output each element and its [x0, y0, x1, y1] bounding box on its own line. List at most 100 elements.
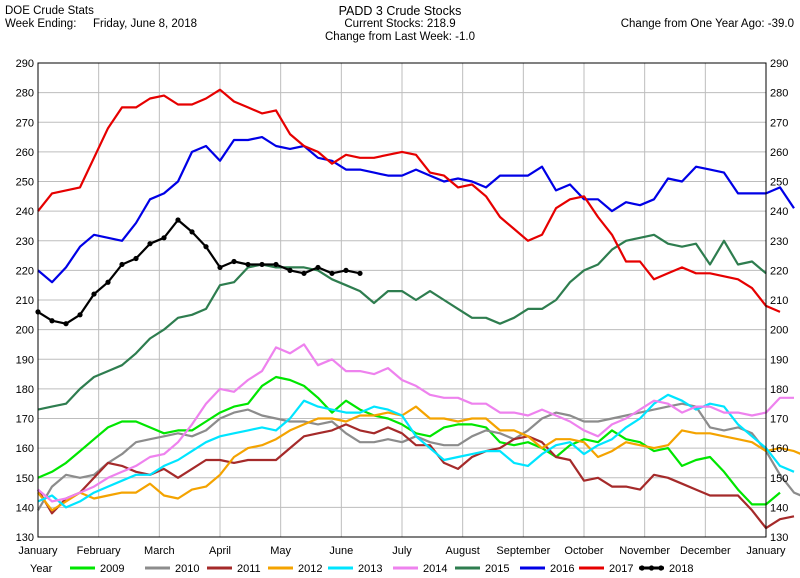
- y-tick-right-170: 170: [770, 414, 788, 426]
- series-line-2010: [37, 402, 800, 511]
- point-2018-12: [203, 244, 209, 250]
- point-2018-23: [357, 270, 363, 276]
- point-2018-7: [133, 255, 139, 262]
- y-tick-right-200: 200: [770, 325, 788, 337]
- x-tick-0: January: [18, 545, 58, 557]
- y-tick-left-190: 190: [16, 354, 34, 366]
- point-2018-4: [91, 291, 97, 297]
- legend: Year 2009 2010 2011 2012 2013 2014 2015 2016 2017…: [30, 563, 693, 575]
- y-tick-left-150: 150: [16, 473, 34, 485]
- y-tick-right-270: 270: [770, 117, 788, 129]
- point-2018-6: [119, 261, 125, 268]
- y-tick-left-250: 250: [16, 177, 34, 189]
- week-ending: Week Ending: Friday, June 8, 2018: [5, 18, 197, 31]
- series-line-2018: [37, 218, 361, 325]
- legend-label-2013: 2013: [358, 563, 382, 575]
- y-tick-right-190: 190: [770, 354, 788, 366]
- legend-label-2012: 2012: [298, 563, 322, 575]
- legend-label-2017: 2017: [609, 563, 633, 575]
- legend-label-2009: 2009: [100, 563, 124, 575]
- x-tick-5: June: [329, 545, 353, 557]
- week-ending-value: Friday, June 8, 2018: [93, 18, 197, 30]
- x-tick-10: November: [619, 545, 670, 557]
- series-line-2016: [37, 136, 795, 284]
- chart-grid: [38, 62, 766, 538]
- y-tick-right-180: 180: [770, 384, 788, 396]
- y-tick-right-260: 260: [770, 147, 788, 159]
- y-tick-left-160: 160: [16, 443, 34, 455]
- point-2018-19: [301, 270, 307, 276]
- y-tick-left-230: 230: [16, 236, 34, 248]
- series-line-2013: [37, 393, 795, 509]
- y-tick-right-150: 150: [770, 473, 788, 485]
- header-left: DOE Crude Stats Week Ending: Friday, June…: [5, 5, 197, 31]
- y-tick-right-230: 230: [770, 236, 788, 248]
- week-ending-label: Week Ending:: [5, 18, 77, 30]
- y-tick-left-180: 180: [16, 384, 34, 396]
- point-2018-8: [147, 241, 153, 247]
- point-2018-22: [343, 267, 349, 273]
- y-tick-left-290: 290: [16, 58, 34, 70]
- y-tick-right-240: 240: [770, 206, 788, 218]
- series-line-2014: [37, 343, 794, 503]
- change-one-year: Change from One Year Ago: -39.0: [620, 18, 794, 30]
- legend-label-2014: 2014: [423, 563, 447, 575]
- header-center: PADD 3 Crude Stocks Current Stocks: 218.…: [0, 5, 800, 44]
- x-tick-2: March: [144, 545, 175, 557]
- chart-title: PADD 3 Crude Stocks: [338, 4, 462, 18]
- y-tick-right-160: 160: [770, 443, 788, 455]
- y-tick-left-200: 200: [16, 325, 34, 337]
- y-tick-left-170: 170: [16, 414, 34, 426]
- series-line-2012: [37, 405, 800, 512]
- point-2018-9: [161, 235, 167, 241]
- y-tick-left-220: 220: [16, 265, 34, 277]
- x-tick-9: October: [564, 545, 603, 557]
- series-line-2015: [37, 233, 767, 411]
- x-tick-7: August: [446, 545, 480, 557]
- legend-marker-2018-b: [648, 565, 655, 571]
- y-tick-left-130: 130: [16, 532, 34, 544]
- y-axis-ticks: 130 130 140 140 150 150 160 160 170 170 180 180 190 1…: [16, 58, 789, 544]
- legend-label-2016: 2016: [550, 563, 574, 575]
- y-tick-right-250: 250: [770, 177, 788, 189]
- x-tick-4: May: [270, 545, 291, 557]
- y-tick-left-280: 280: [16, 88, 34, 100]
- y-tick-right-220: 220: [770, 265, 788, 277]
- legend-label-2010: 2010: [175, 563, 199, 575]
- series-line-2009: [37, 375, 781, 506]
- app-title: DOE Crude Stats: [5, 5, 94, 17]
- x-axis-ticks: January February March April May June July Augu…: [18, 545, 786, 557]
- x-tick-3: April: [209, 545, 231, 557]
- point-2018-10: [175, 217, 181, 223]
- x-tick-6: July: [392, 545, 412, 557]
- point-2018-11: [189, 229, 195, 235]
- point-2018-16: [259, 261, 265, 268]
- legend-marker-2018-a: [639, 565, 645, 571]
- legend-label-2018: 2018: [669, 563, 693, 575]
- point-2018-5: [105, 279, 111, 285]
- series-line-2017: [37, 88, 781, 313]
- legend-label-2011: 2011: [237, 563, 261, 575]
- point-2018-1: [49, 318, 55, 324]
- point-2018-15: [245, 261, 251, 268]
- x-tick-8: September: [496, 545, 550, 557]
- series-line-2011: [37, 423, 795, 530]
- point-2018-21: [329, 270, 335, 276]
- y-tick-right-290: 290: [770, 58, 788, 70]
- plot-frame: [37, 62, 767, 538]
- y-tick-right-140: 140: [770, 502, 788, 514]
- change-last-week: Change from Last Week: -1.0: [325, 31, 475, 43]
- series-lines: [35, 88, 800, 530]
- x-tick-1: February: [77, 545, 122, 557]
- y-tick-right-130: 130: [770, 532, 788, 544]
- point-2018-17: [273, 261, 279, 268]
- y-tick-left-260: 260: [16, 147, 34, 159]
- y-tick-right-280: 280: [770, 88, 788, 100]
- x-tick-12: January: [746, 545, 786, 557]
- point-2018-2: [63, 321, 69, 327]
- legend-label-2015: 2015: [485, 563, 509, 575]
- point-2018-20: [315, 264, 321, 271]
- y-tick-left-140: 140: [16, 502, 34, 514]
- y-tick-left-270: 270: [16, 117, 34, 129]
